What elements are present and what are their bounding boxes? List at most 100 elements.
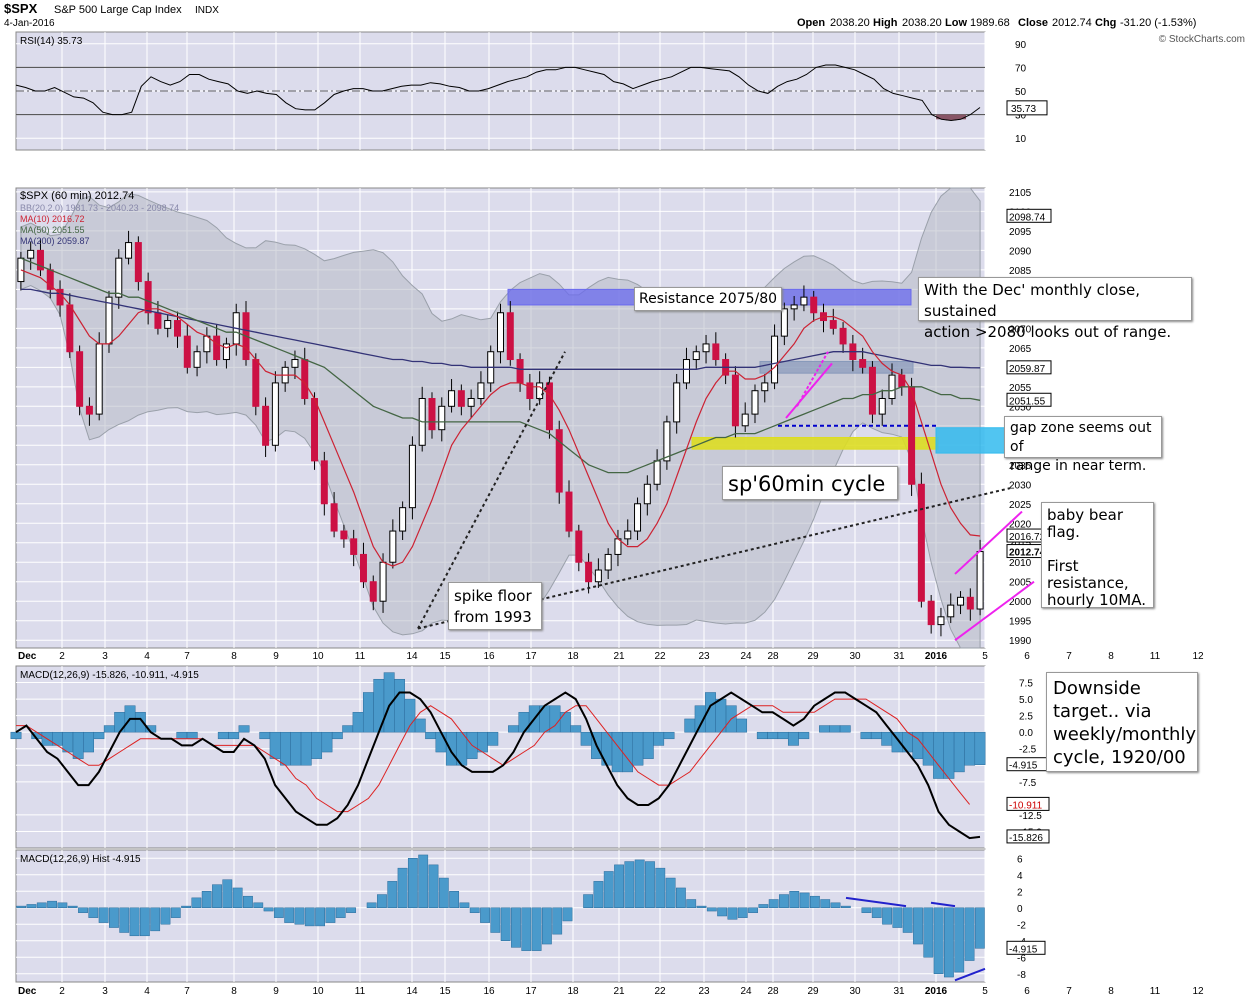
macd-hist-bar — [238, 725, 250, 733]
macd-hist-bar — [290, 731, 302, 766]
x-tick-label: 8 — [231, 651, 237, 662]
hist-tick-label: 6 — [1017, 854, 1023, 865]
hist-right-box — [1006, 940, 1046, 955]
candle-body — [898, 374, 906, 388]
hist-bar — [366, 902, 377, 908]
hist-bar — [789, 891, 800, 908]
hist-x-tick-label: 10 — [312, 986, 324, 997]
candle-body — [389, 530, 397, 563]
hist-x-tick-label: 16 — [483, 986, 495, 997]
macd-hist-bar — [819, 725, 830, 733]
consolidation-zone — [759, 360, 914, 374]
x-tick-label: 6 — [1024, 651, 1030, 662]
candle-body — [536, 382, 544, 400]
price-tick-label: 2050 — [1009, 402, 1032, 413]
hist-x-tick-label: 14 — [406, 986, 418, 997]
candle-body — [477, 382, 485, 400]
macd-hist-bar — [684, 718, 696, 733]
hist-bar — [490, 907, 501, 933]
candle-body — [497, 312, 504, 353]
candle-body — [937, 616, 945, 626]
macd-hist-bar — [653, 731, 665, 746]
hist-bar — [531, 907, 542, 951]
macd-right-label: -15.826 — [1009, 833, 1043, 844]
hist-x-tick-label: 28 — [767, 986, 779, 997]
macd-hist-bar — [964, 731, 976, 766]
candle-body — [888, 374, 896, 400]
chart-symbol: $SPX — [4, 1, 38, 16]
bear-flag-line-1: baby bear flag. — [1047, 506, 1123, 541]
macd-hist-bar — [933, 731, 944, 779]
candle-body — [751, 390, 759, 415]
hist-x-tick-label: 8 — [231, 986, 237, 997]
macd-hist-bar — [311, 731, 323, 759]
macd-hist-bar — [352, 712, 364, 733]
downside-line-2: target.. via — [1053, 701, 1152, 722]
candle-body — [624, 530, 632, 540]
chart-name: S&P 500 Large Cap Index — [54, 4, 182, 16]
hist-bar — [150, 907, 161, 932]
hist-bar — [397, 867, 408, 909]
divergence-line-2 — [930, 901, 956, 908]
candle-body — [859, 359, 867, 368]
hist-bar — [974, 907, 985, 949]
hist-bar — [232, 887, 243, 909]
candle-body — [291, 359, 299, 368]
hist-bar — [541, 907, 552, 945]
hist-x-tick-label: Dec — [18, 986, 37, 997]
hist-bar — [98, 907, 109, 923]
hist-bar — [964, 907, 975, 961]
macd-tick-label: 5.0 — [1019, 695, 1033, 706]
bear-flag-line-2 — [1047, 541, 1148, 558]
x-tick-label: 21 — [613, 651, 625, 662]
close-label: Close — [1018, 17, 1048, 29]
macd-hist-bar — [321, 731, 333, 753]
x-tick-label: 18 — [567, 651, 579, 662]
price-right-label: 2051.55 — [1009, 396, 1046, 407]
candle-body — [634, 503, 642, 532]
macd-hist-bar — [435, 731, 447, 753]
hist-bar — [675, 887, 686, 909]
x-tick-label: 3 — [102, 651, 108, 662]
candle-body — [741, 413, 749, 427]
price-tick-label: 2095 — [1009, 227, 1032, 238]
candle-body — [369, 581, 377, 602]
hist-bar — [459, 902, 470, 908]
hist-bar — [36, 902, 47, 908]
hist-bar — [16, 905, 27, 908]
candle-body — [731, 374, 739, 427]
candle-body — [947, 604, 955, 618]
candle-body — [144, 281, 152, 314]
price-label-box — [1006, 392, 1052, 407]
hist-x-tick-label: 18 — [567, 986, 579, 997]
hist-bar — [449, 891, 460, 908]
hist-bar — [840, 905, 851, 908]
hist-bar — [603, 871, 614, 909]
price-label-box — [1006, 208, 1052, 223]
candle-body — [917, 483, 925, 602]
high-label: High — [873, 17, 898, 29]
price-tick-label: 2085 — [1009, 266, 1032, 277]
candle-body — [399, 507, 407, 532]
hist-bar — [47, 900, 57, 909]
hist-bar — [944, 907, 954, 978]
macd-hist-bar — [217, 731, 229, 740]
candle-body — [643, 483, 651, 505]
hist-x-tick-label: 12 — [1192, 986, 1204, 997]
macd-hist-bar — [611, 731, 623, 773]
hist-bar — [593, 881, 604, 908]
candle-body — [311, 398, 319, 462]
panel-macd — [15, 665, 986, 849]
hist-bar — [634, 859, 645, 909]
macd-hist-bar — [922, 731, 934, 766]
macd-hist-bar — [72, 731, 84, 759]
macd-hist-bar — [632, 731, 644, 766]
hist-bar — [511, 907, 521, 948]
gap-zone — [935, 427, 1006, 454]
macd-hist-bar — [62, 731, 74, 753]
ma50-line — [20, 257, 981, 474]
macd-hist-bar — [642, 731, 654, 759]
macd-hist-bar — [176, 731, 188, 740]
macd-hist-bar — [580, 731, 592, 746]
hist-bar — [686, 899, 697, 908]
